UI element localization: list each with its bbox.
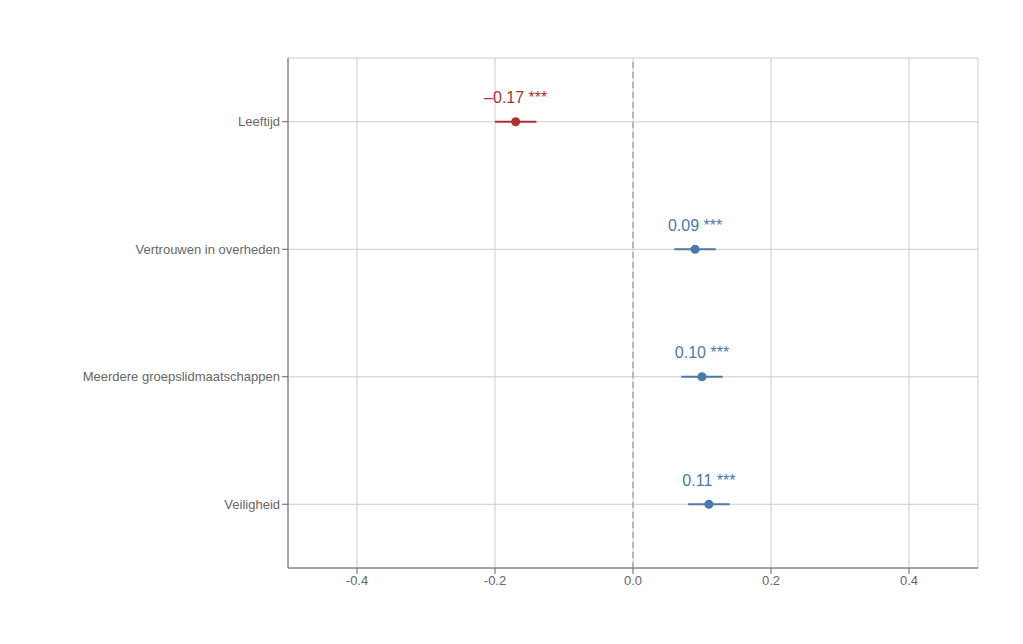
svg-text:Meerdere groepslidmaatschappen: Meerdere groepslidmaatschappen [83, 369, 280, 384]
svg-text:0.10 ***: 0.10 *** [675, 344, 729, 361]
svg-text:0.11 ***: 0.11 *** [682, 472, 735, 489]
svg-text:-0.2: -0.2 [484, 573, 506, 588]
svg-text:0.2: 0.2 [762, 573, 780, 588]
svg-text:Vertrouwen in overheden: Vertrouwen in overheden [135, 242, 280, 257]
svg-text:-0.4: -0.4 [346, 573, 368, 588]
svg-text:0.0: 0.0 [624, 573, 642, 588]
svg-text:0.4: 0.4 [900, 573, 918, 588]
svg-text:Leeftijd: Leeftijd [238, 114, 280, 129]
svg-text:–0.17 ***: –0.17 *** [484, 89, 547, 106]
svg-text:0.09 ***: 0.09 *** [668, 217, 722, 234]
svg-text:Veiligheid: Veiligheid [224, 497, 280, 512]
